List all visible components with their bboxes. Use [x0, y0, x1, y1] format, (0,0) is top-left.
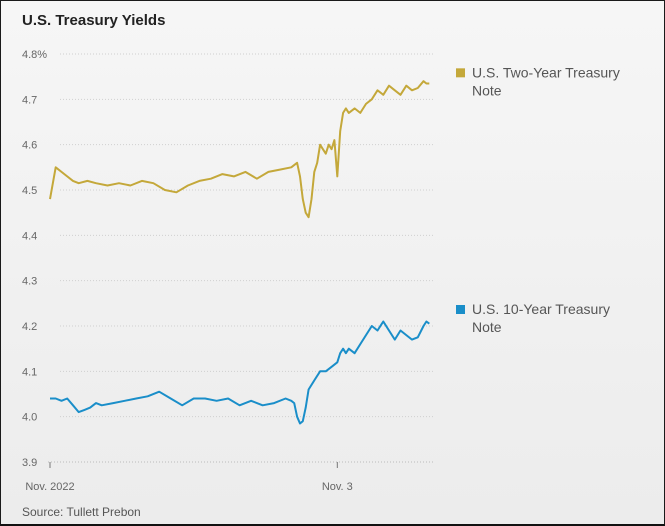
y-tick-label: 4.7 — [22, 94, 37, 106]
y-tick-label: 4.3 — [22, 276, 37, 288]
x-tick-label: Nov. 2022 — [25, 481, 74, 493]
x-tick-label: Nov. 3 — [322, 481, 353, 493]
y-tick-label: 4.0 — [22, 412, 37, 424]
legend-label: Note — [472, 82, 502, 98]
y-tick-label: 4.5 — [22, 185, 37, 197]
source-note: Source: Tullett Prebon — [22, 505, 141, 519]
legend-swatch — [456, 68, 465, 78]
legend-label: Note — [472, 319, 502, 335]
y-tick-label: 4.6 — [22, 140, 37, 152]
series-line-2 — [50, 320, 430, 425]
y-tick-label: 4.8% — [22, 49, 47, 61]
legend-swatch — [456, 305, 465, 314]
y-tick-label: 4.1 — [22, 366, 37, 378]
legend-label: U.S. Two-Year Treasury — [472, 64, 620, 80]
y-tick-label: 4.4 — [22, 230, 37, 242]
y-tick-label: 4.2 — [22, 321, 37, 333]
y-tick-label: 3.9 — [22, 457, 37, 469]
legend-label: U.S. 10-Year Treasury — [472, 301, 610, 317]
series-line-1 — [49, 80, 430, 219]
chart-title: U.S. Treasury Yields — [22, 12, 166, 29]
